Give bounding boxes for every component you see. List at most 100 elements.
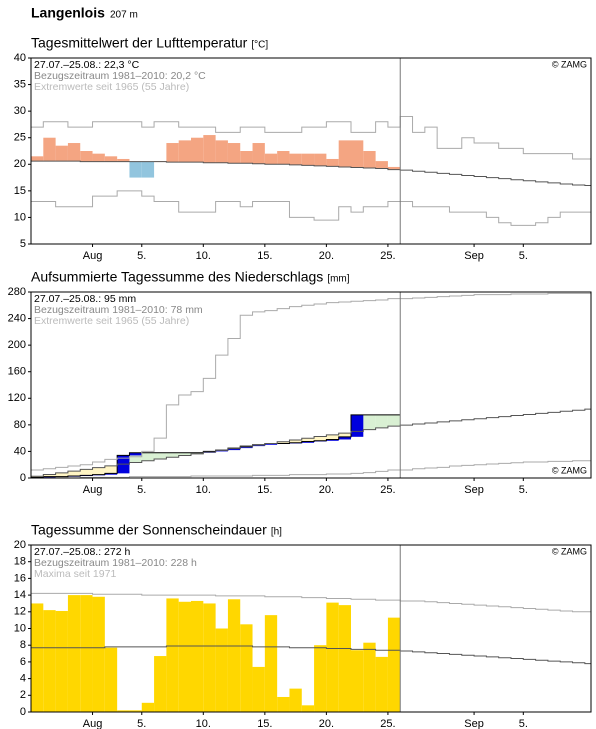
- anomaly-bar: [387, 166, 401, 170]
- x-tick-label: 15.: [257, 484, 272, 496]
- reference-line: [31, 115, 591, 160]
- x-tick-label: 10.: [196, 718, 211, 729]
- reference-line: [31, 645, 591, 665]
- y-tick-label: 120: [8, 392, 26, 404]
- anomaly-bar: [43, 137, 56, 162]
- anomaly-bar: [31, 156, 44, 162]
- x-tick-label: Aug: [83, 718, 103, 729]
- anomaly-bar: [277, 151, 290, 165]
- x-tick-label: 5.: [137, 484, 146, 496]
- anomaly-bar: [141, 161, 155, 178]
- x-tick-label: Sep: [464, 718, 484, 729]
- anomaly-bar: [104, 156, 118, 162]
- deviation-area: [338, 433, 351, 437]
- y-tick-label: 0: [20, 706, 26, 718]
- bar: [166, 598, 179, 712]
- bar: [43, 610, 56, 712]
- y-tick-label: 5: [20, 238, 26, 250]
- chart-unit: [mm]: [327, 274, 349, 285]
- plot-frame: [30, 544, 592, 713]
- y-tick-label: 16: [14, 572, 26, 584]
- deviation-area: [166, 452, 179, 458]
- y-tick-label: 30: [14, 105, 26, 117]
- annotation: Extremwerte seit 1965 (55 Jahre): [34, 315, 189, 327]
- deviation-area: [129, 452, 142, 463]
- y-tick-label: 12: [14, 606, 26, 618]
- deviation-area: [375, 414, 388, 428]
- daily-increment: [338, 436, 351, 440]
- anomaly-bar: [191, 137, 204, 163]
- y-tick-label: 10: [14, 211, 26, 223]
- deviation-area: [154, 452, 167, 460]
- y-tick-label: 25: [14, 132, 26, 144]
- plot-border: [30, 57, 592, 245]
- bar: [277, 696, 290, 712]
- x-tick-label: 20.: [319, 484, 334, 496]
- annotation: Bezugszeitraum 1981–2010: 78 mm: [34, 304, 203, 316]
- deviation-area: [67, 471, 81, 477]
- plot-frame: [30, 57, 592, 245]
- reference-line: [31, 460, 591, 479]
- reference-line: [31, 160, 591, 187]
- bar: [191, 600, 204, 712]
- x-tick-label: 5.: [137, 718, 146, 729]
- x-tick-label: 20.: [319, 250, 334, 262]
- deviation-area: [387, 414, 401, 427]
- reference-line: [31, 408, 591, 477]
- anomaly-bar: [363, 151, 376, 169]
- deviation-area: [277, 441, 290, 444]
- anomaly-bar: [203, 135, 216, 163]
- annotation: 27.07.–25.08.: 95 mm: [34, 293, 136, 305]
- anomaly-bar: [227, 143, 241, 164]
- bar: [67, 595, 81, 712]
- bar: [203, 603, 216, 712]
- anomaly-bar: [264, 153, 278, 165]
- y-tick-label: 20: [14, 158, 26, 170]
- daily-increment: [104, 473, 118, 475]
- y-tick-label: 240: [8, 312, 26, 324]
- bar: [227, 599, 241, 712]
- deviation-area: [191, 452, 204, 454]
- chart-unit: [h]: [271, 527, 282, 538]
- x-tick-label: 15.: [257, 250, 272, 262]
- deviation-area: [141, 452, 155, 461]
- x-tick-label: 25.: [380, 484, 395, 496]
- anomaly-bar: [338, 140, 351, 167]
- bar: [314, 645, 327, 712]
- bar: [375, 656, 388, 712]
- annotation: Bezugszeitraum 1981–2010: 228 h: [34, 557, 197, 569]
- bar: [289, 688, 302, 712]
- y-tick-label: 40: [14, 52, 26, 64]
- bar: [215, 628, 228, 712]
- bar: [117, 710, 130, 712]
- y-tick-label: 15: [14, 185, 26, 197]
- bar: [240, 624, 253, 712]
- credit: © ZAMG: [552, 59, 587, 69]
- credit: © ZAMG: [552, 465, 587, 475]
- x-tick-label: Aug: [83, 484, 103, 496]
- anomaly-bar: [129, 161, 142, 178]
- anomaly-bar: [117, 158, 130, 162]
- bar: [129, 710, 142, 712]
- anomaly-bar: [178, 140, 191, 163]
- y-tick-label: 8: [20, 639, 26, 651]
- y-tick-label: 20: [14, 539, 26, 551]
- bar: [351, 650, 364, 712]
- y-tick-label: 280: [8, 286, 26, 298]
- bar: [154, 656, 167, 712]
- plot-border: [30, 291, 592, 479]
- anomaly-bar: [55, 145, 68, 162]
- bar: [338, 605, 351, 712]
- deviation-area: [178, 452, 191, 456]
- x-tick-label: 10.: [196, 484, 211, 496]
- daily-increment: [264, 443, 278, 445]
- chart-title: Tagesmittelwert der Lufttemperatur: [31, 35, 248, 51]
- annotation: 27.07.–25.08.: 272 h: [34, 546, 130, 558]
- y-tick-label: 0: [20, 472, 26, 484]
- bar: [252, 666, 265, 712]
- anomaly-bar: [326, 158, 339, 167]
- bar: [363, 642, 376, 712]
- anomaly-bar: [289, 153, 302, 165]
